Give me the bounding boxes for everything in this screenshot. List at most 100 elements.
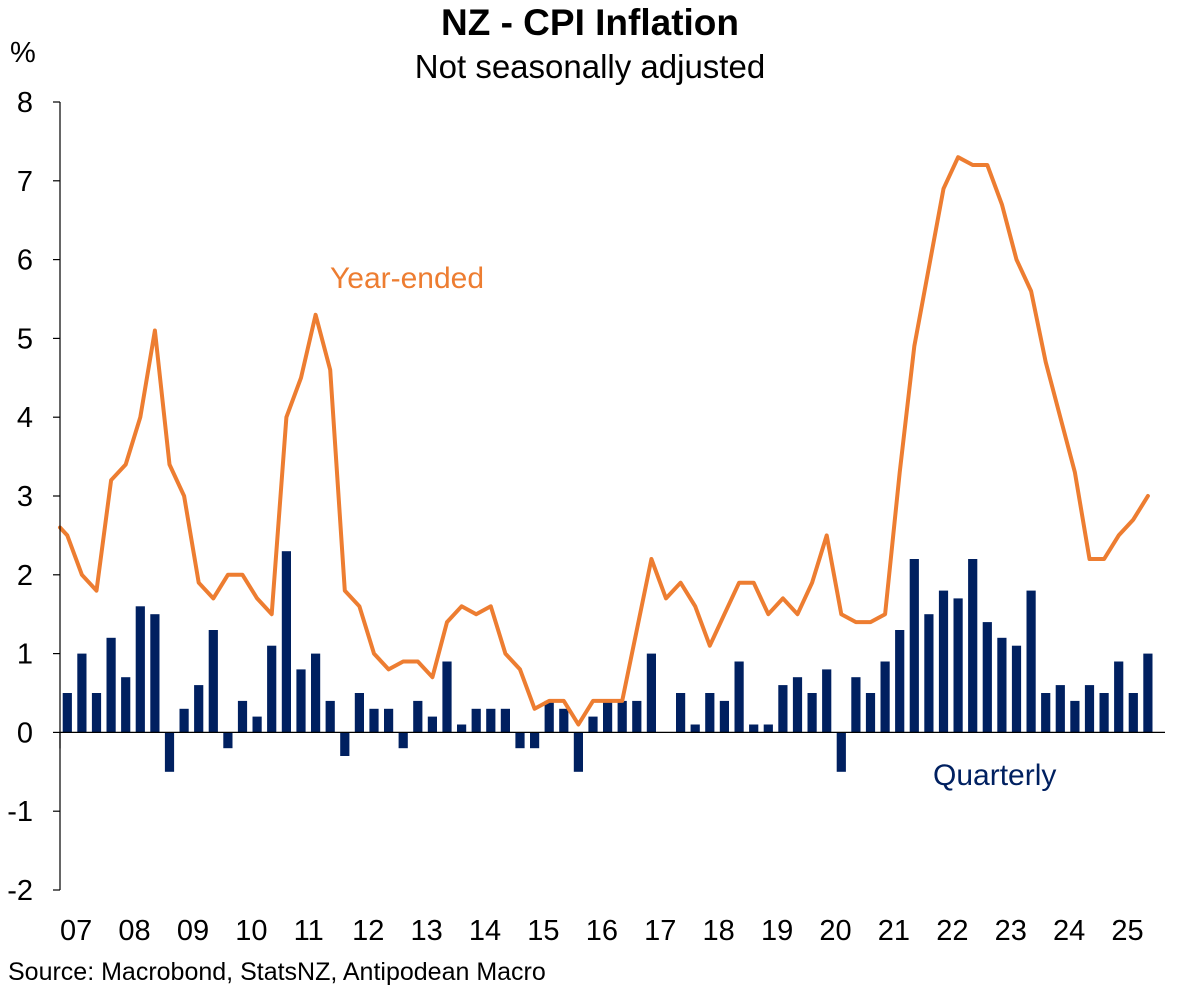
quarterly-bar-46 (734, 661, 744, 733)
quarterly-bar-30 (500, 708, 510, 733)
quarterly-bar-35 (573, 732, 583, 772)
quarterly-bar-23 (398, 732, 408, 749)
quarterly-bar-17 (311, 653, 321, 733)
quarterly-bar-1 (77, 653, 87, 733)
quarterly-bar-45 (719, 700, 729, 733)
source-note: Source: Macrobond, StatsNZ, Antipodean M… (8, 958, 546, 986)
quarterly-bar-42 (676, 693, 686, 733)
quarterly-bar-71 (1099, 693, 1109, 733)
chart-subtitle: Not seasonally adjusted (415, 48, 765, 85)
quarterly-bar-54 (851, 677, 861, 733)
quarterly-bar-9 (194, 685, 204, 733)
x-tick-label: 15 (527, 915, 559, 947)
quarterly-bar-36 (588, 716, 598, 733)
quarterly-bar-7 (164, 732, 175, 772)
year-ended-label: Year-ended (330, 262, 484, 295)
quarterly-bar-19 (340, 732, 350, 756)
x-tick-label: 23 (995, 915, 1027, 947)
quarterly-bar-13 (252, 716, 262, 733)
y-tick-label: -1 (7, 796, 33, 828)
quarterly-bar-34 (559, 708, 569, 733)
quarterly-bar-22 (384, 708, 394, 733)
y-tick-label: 3 (17, 481, 33, 513)
x-tick-label: 14 (469, 915, 501, 947)
y-tick-label: 0 (17, 717, 33, 749)
quarterly-bar-64 (997, 637, 1007, 733)
quarterly-bar-40 (646, 653, 656, 733)
y-tick-label: 4 (17, 402, 33, 434)
x-tick-label: 20 (819, 915, 851, 947)
quarterly-bar-69 (1070, 700, 1080, 733)
quarterly-bar-72 (1114, 661, 1124, 733)
quarterly-bar-6 (150, 614, 160, 733)
year-ended-line (58, 155, 1150, 727)
quarterly-bar-59 (924, 614, 934, 733)
quarterly-bar-63 (982, 622, 992, 733)
axes (53, 101, 1165, 891)
x-tick-label: 13 (410, 915, 442, 947)
x-tick-label: 25 (1111, 915, 1143, 947)
quarterly-bar-37 (603, 700, 613, 733)
quarterly-bar-67 (1041, 693, 1051, 733)
quarterly-bar-4 (121, 677, 131, 733)
x-tick-label: 19 (761, 915, 793, 947)
quarterly-bar-27 (457, 724, 467, 733)
x-tick-label: 24 (1053, 915, 1085, 947)
year-ended-layer (58, 155, 1150, 727)
quarterly-bar-0 (62, 693, 72, 733)
y-tick-label: 7 (17, 166, 33, 198)
quarterly-bar-21 (369, 708, 379, 733)
quarterly-bar-43 (690, 724, 700, 733)
quarterly-bar-44 (705, 693, 715, 733)
quarterly-bar-11 (223, 732, 233, 749)
quarterly-bar-56 (880, 661, 890, 733)
quarterly-bar-2 (91, 693, 102, 733)
x-tick-label: 16 (586, 915, 618, 947)
quarterly-bar-12 (237, 700, 248, 733)
quarterly-bar-49 (778, 685, 788, 733)
y-tick-label: -2 (7, 875, 33, 907)
quarterly-bar-8 (179, 708, 189, 733)
quarterly-bar-58 (909, 559, 919, 733)
x-tick-label: 18 (703, 915, 735, 947)
y-tick-label: 1 (17, 639, 33, 671)
quarterly-bar-57 (895, 630, 905, 733)
quarterly-bar-66 (1026, 590, 1036, 733)
quarterly-bar-28 (471, 708, 481, 733)
x-tick-labels: 07 08 09 10 11 12 13 14 15 16 17 18 19 20 21 22 23 24 25 (60, 915, 1144, 947)
quarterly-bar-68 (1055, 685, 1065, 733)
quarterly-bar-31 (515, 732, 525, 749)
quarterly-bar-25 (427, 716, 437, 733)
x-tick-label: 12 (352, 915, 384, 947)
quarterly-bar-62 (968, 559, 978, 733)
quarterly-bar-47 (749, 724, 759, 733)
y-tick-label: 2 (17, 560, 33, 592)
quarterly-bar-16 (296, 669, 306, 733)
y-tick-label: 6 (17, 245, 33, 277)
y-axis-label: % (10, 37, 36, 69)
quarterly-bar-10 (208, 630, 218, 733)
chart-title: NZ - CPI Inflation (441, 2, 739, 43)
quarterly-bar-15 (281, 551, 291, 733)
quarterly-bar-74 (1143, 653, 1153, 733)
x-tick-label: 21 (878, 915, 910, 947)
quarterly-bar-52 (822, 669, 832, 733)
quarterly-bar-39 (632, 700, 642, 733)
y-tick-label: 8 (17, 87, 33, 119)
quarterly-bar-38 (617, 700, 627, 733)
quarterly-bar-70 (1084, 685, 1095, 733)
quarterly-bars (62, 551, 1153, 772)
x-tick-label: 08 (118, 915, 150, 947)
quarterly-bar-14 (267, 645, 277, 733)
quarterly-bar-18 (325, 700, 335, 733)
quarterly-bar-61 (953, 598, 963, 733)
x-tick-label: 22 (936, 915, 968, 947)
quarterly-bar-33 (544, 700, 554, 733)
quarterly-bar-60 (938, 590, 949, 733)
x-tick-label: 07 (60, 915, 92, 947)
y-tick-label: 5 (17, 323, 33, 355)
quarterly-bar-48 (763, 724, 773, 733)
quarterly-bar-73 (1128, 693, 1138, 733)
quarterly-bar-24 (413, 700, 423, 733)
